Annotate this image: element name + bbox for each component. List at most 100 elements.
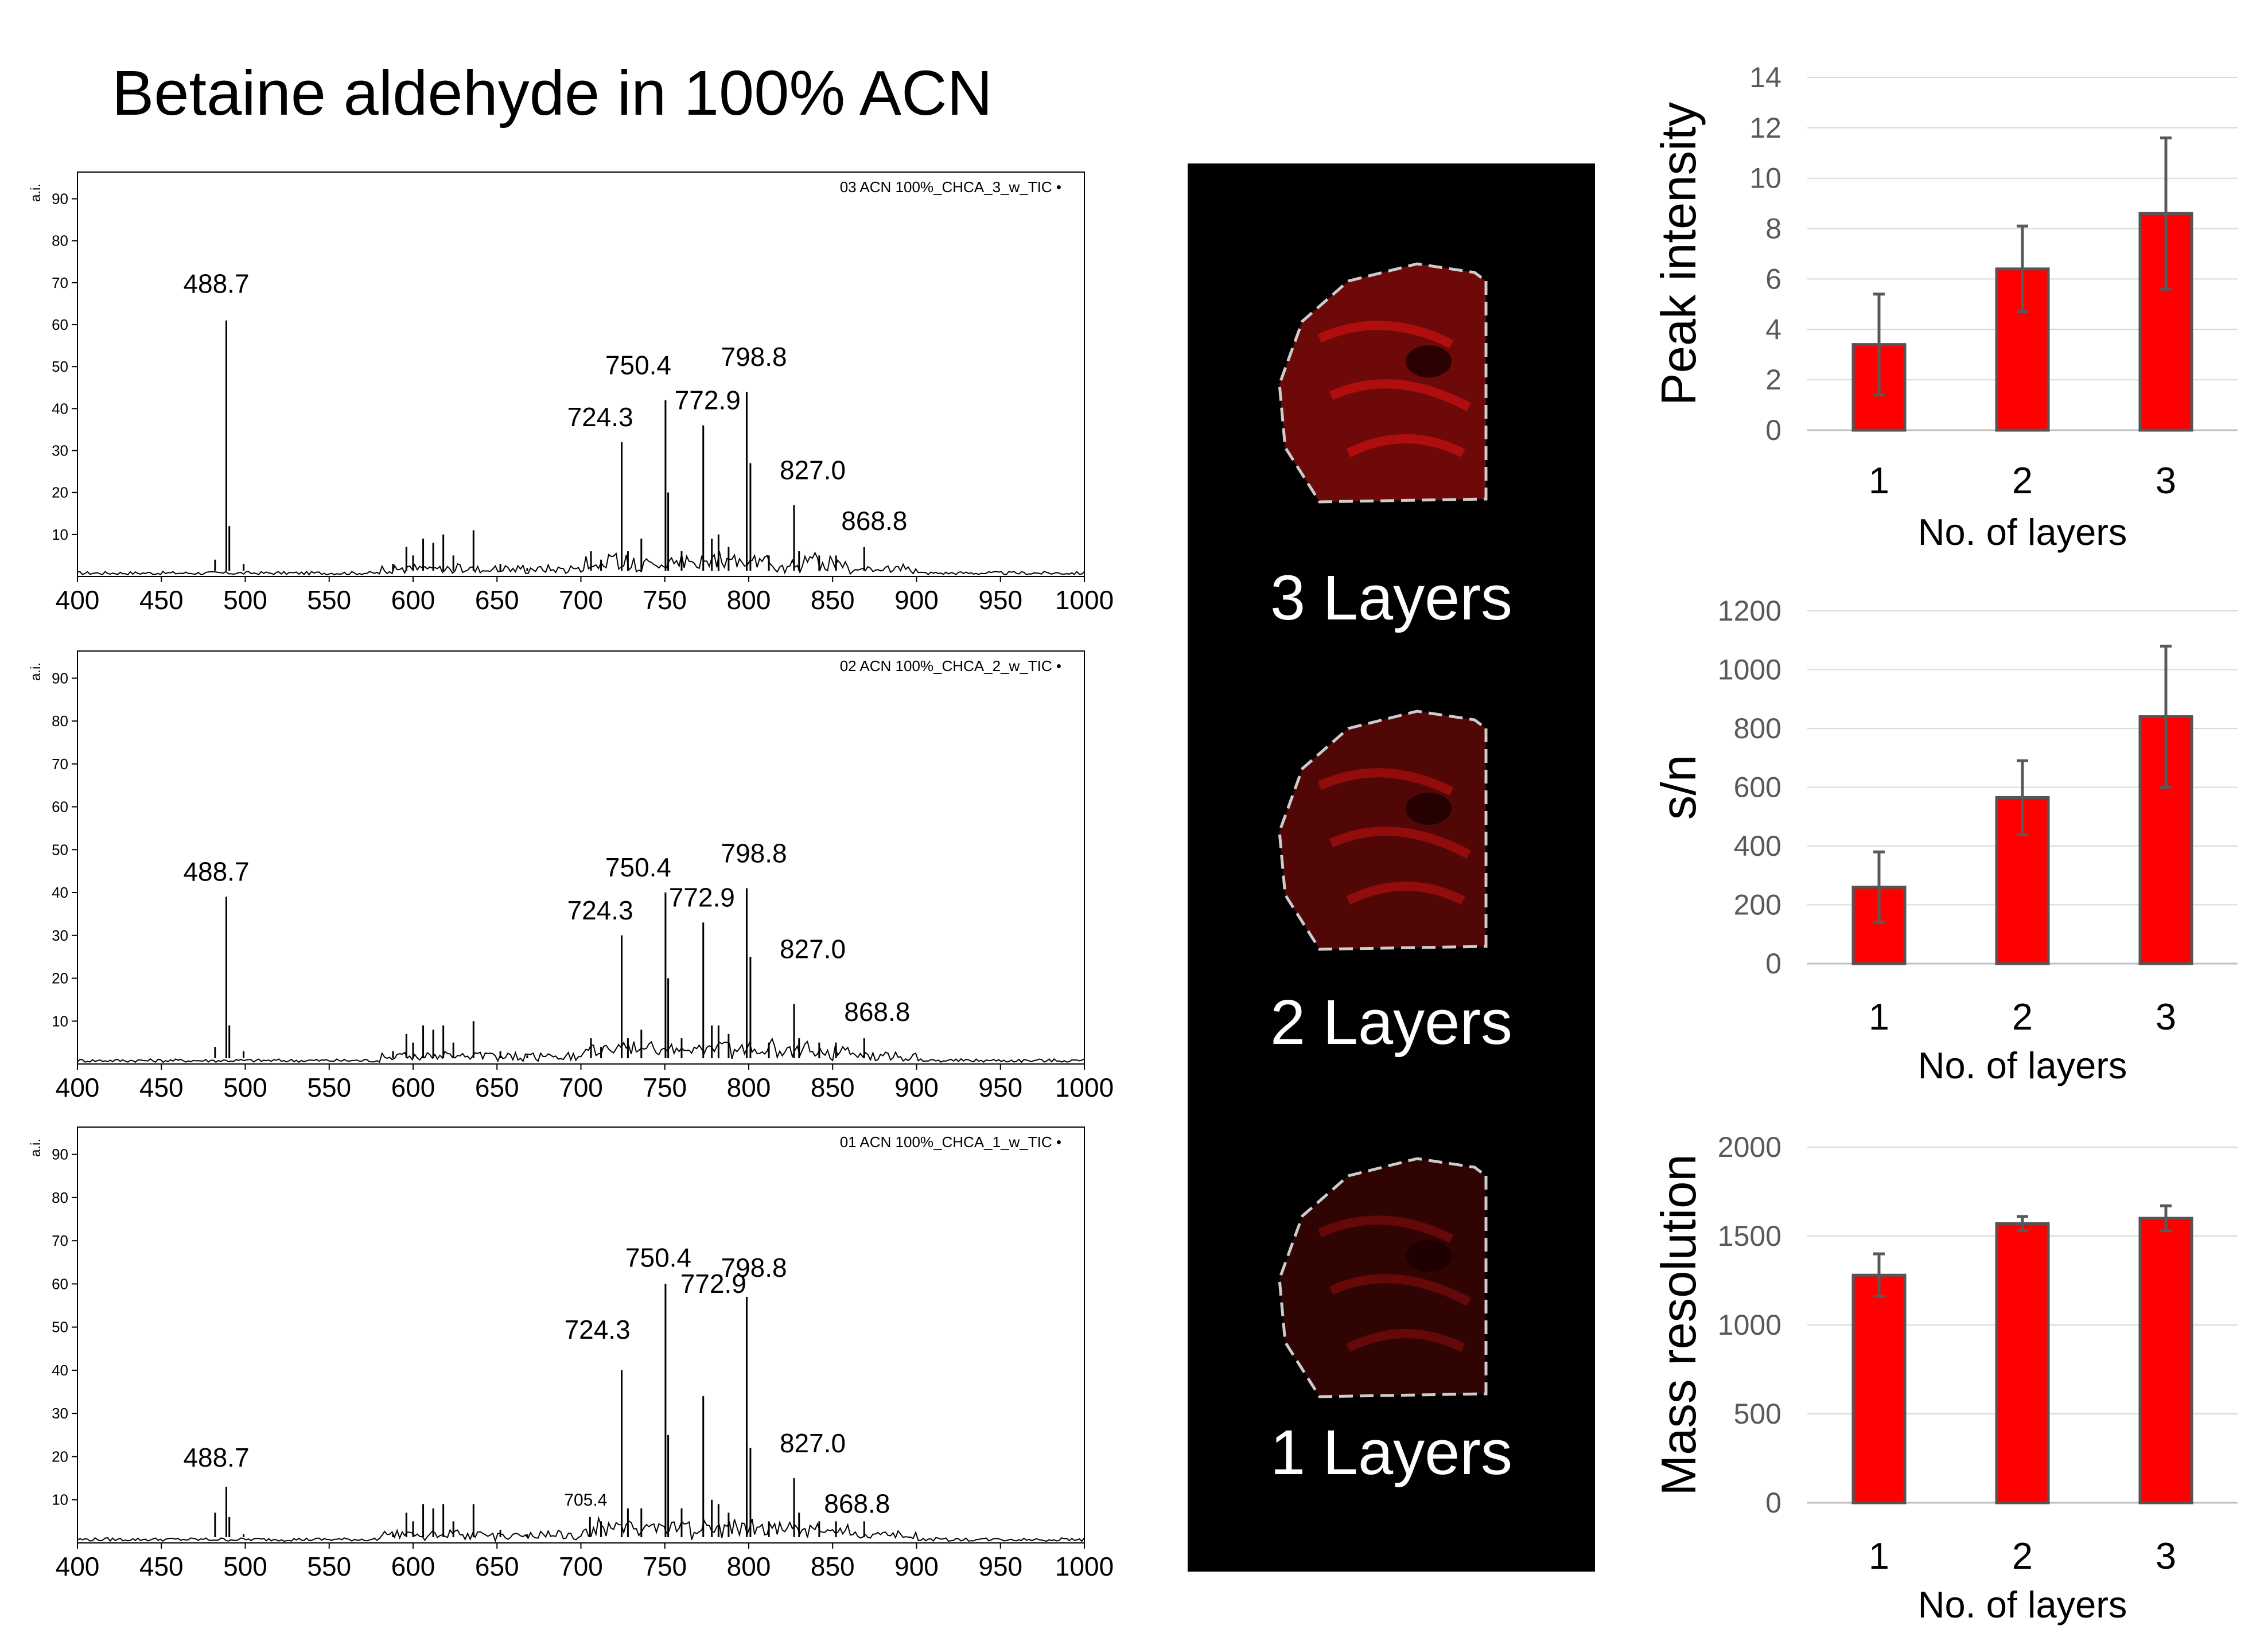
y-tick-label: 40: [52, 884, 68, 901]
x-axis-label: No. of layers: [1918, 1584, 2127, 1626]
y-tick-label: 50: [52, 841, 68, 858]
y-tick-label: 2000: [1718, 1131, 1781, 1163]
x-tick-label: 2: [2012, 996, 2033, 1038]
tissue-shape: [1279, 1159, 1486, 1397]
y-tick-label: 40: [52, 1362, 68, 1379]
x-tick-label: 950: [978, 1073, 1022, 1102]
peak-label: 868.8: [844, 997, 910, 1027]
y-tick-label: 80: [52, 1189, 68, 1206]
tissue-dark-region: [1406, 345, 1452, 377]
x-axis-label: No. of layers: [1918, 1044, 2127, 1086]
x-tick-label: 400: [56, 1552, 100, 1581]
tissue-feature: [1317, 1215, 1471, 1352]
y-tick-label: 60: [52, 1275, 68, 1292]
x-tick-label: 450: [139, 585, 184, 615]
x-tick-label: 2: [2012, 459, 2033, 501]
x-tick-label: 3: [2156, 996, 2176, 1038]
y-tick-label: 500: [1734, 1398, 1781, 1430]
peak-label: 827.0: [780, 455, 846, 485]
x-tick-label: 700: [559, 1552, 603, 1581]
y-axis-label: Mass resolution: [1652, 1154, 1706, 1495]
spectrum-baseline: [77, 1037, 1085, 1063]
tissue-feature: [1317, 321, 1471, 458]
peak-label: 488.7: [183, 269, 249, 299]
y-tick-label: 600: [1734, 771, 1781, 804]
y-tick-label: 6: [1765, 263, 1781, 295]
y-axis-label: s/n: [1652, 755, 1706, 820]
tissue-image-3: 1 Layers: [1270, 1157, 1512, 1488]
y-axis-label: a.i.: [28, 662, 44, 681]
layer-label: 1 Layers: [1270, 1417, 1512, 1488]
x-tick-label: 900: [894, 1073, 939, 1102]
peak-label: 868.8: [841, 506, 907, 536]
tissue-outline: [1278, 262, 1488, 504]
peak-label: 827.0: [780, 1428, 846, 1458]
x-tick-label: 1: [1869, 459, 1889, 501]
x-tick-label: 400: [56, 585, 100, 615]
y-tick-label: 2: [1765, 364, 1781, 396]
spectrum-title: 01 ACN 100%_CHCA_1_w_TIC •: [840, 1133, 1061, 1151]
y-axis-label: Peak intensity: [1652, 102, 1706, 406]
y-tick-label: 30: [52, 442, 68, 459]
spectrum-2: 10 20 30 40 50 60 70 80 90 a.i. 400 450 500 550 600 650…: [28, 650, 1114, 1102]
x-tick-label: 700: [559, 585, 603, 615]
x-tick-label: 600: [391, 585, 435, 615]
spectrum-1: 10 20 30 40 50 60 70 80 90 a.i. 400 450 500 550 600 650…: [28, 171, 1114, 615]
spectrum-baseline: [77, 1515, 1085, 1543]
peak-label: 798.8: [721, 839, 787, 868]
x-tick-label: 450: [139, 1552, 184, 1581]
x-tick-label: 650: [475, 585, 519, 615]
ion-image-panel: 3 Layers 2 Layers 1 Layers: [1188, 163, 1595, 1572]
x-tick-label: 950: [978, 1552, 1022, 1581]
y-tick-label: 0: [1765, 414, 1781, 446]
y-tick-label: 20: [52, 1448, 68, 1465]
y-tick-label: 10: [52, 1491, 68, 1509]
y-tick-label: 70: [52, 274, 68, 291]
peak-label: 750.4: [605, 852, 671, 882]
peak-label: 798.8: [721, 1253, 787, 1283]
x-tick-label: 1: [1869, 1535, 1889, 1577]
y-tick-label: 70: [52, 1232, 68, 1249]
y-tick-label: 8: [1765, 213, 1781, 245]
x-tick-label: 950: [978, 585, 1022, 615]
x-tick-label: 700: [559, 1073, 603, 1102]
peak-label: 724.3: [567, 895, 633, 925]
tissue-feature: [1317, 768, 1471, 905]
tissue-outline: [1278, 1157, 1488, 1398]
y-tick-label: 10: [52, 1012, 68, 1030]
x-tick-label: 850: [811, 1552, 855, 1581]
y-tick-label: 1000: [1718, 654, 1781, 686]
x-tick-label: 550: [307, 585, 351, 615]
layer-label: 3 Layers: [1270, 563, 1512, 633]
y-tick-label: 50: [52, 1319, 68, 1336]
spectrum-baseline: [77, 551, 1085, 576]
peak-label: 772.9: [680, 1269, 746, 1299]
y-tick-label: 400: [1734, 830, 1781, 862]
y-tick-label: 800: [1734, 712, 1781, 745]
x-axis-label: No. of layers: [1918, 511, 2127, 553]
x-tick-label: 500: [223, 1552, 267, 1581]
bar: [1995, 1222, 2050, 1504]
x-tick-label: 550: [307, 1073, 351, 1102]
spectrum-3: 10 20 30 40 50 60 70 80 90 a.i. 400 450 500 550 600 650…: [28, 1127, 1114, 1581]
y-tick-label: 12: [1749, 112, 1781, 144]
y-tick-label: 60: [52, 798, 68, 816]
y-tick-label: 40: [52, 400, 68, 417]
x-tick-label: 900: [894, 1552, 939, 1581]
tissue-image-2: 2 Layers: [1270, 710, 1512, 1058]
y-tick-label: 10: [1749, 162, 1781, 194]
y-tick-label: 0: [1765, 1487, 1781, 1519]
y-tick-label: 1500: [1718, 1220, 1781, 1252]
y-tick-label: 90: [52, 669, 68, 687]
y-tick-label: 90: [52, 190, 68, 208]
x-tick-label: 600: [391, 1073, 435, 1102]
y-axis-label: a.i.: [28, 1139, 44, 1157]
bar-chart-2: 0 200 400 600 800 1000 1200 1 2 3 No. of layers s/n: [1652, 595, 2238, 1086]
peak-label: 750.4: [605, 350, 671, 380]
x-tick-label: 3: [2156, 459, 2176, 501]
y-tick-label: 50: [52, 358, 68, 375]
tissue-image-1: 3 Layers: [1270, 262, 1512, 633]
y-tick-label: 60: [52, 316, 68, 333]
y-tick-label: 90: [52, 1146, 68, 1163]
